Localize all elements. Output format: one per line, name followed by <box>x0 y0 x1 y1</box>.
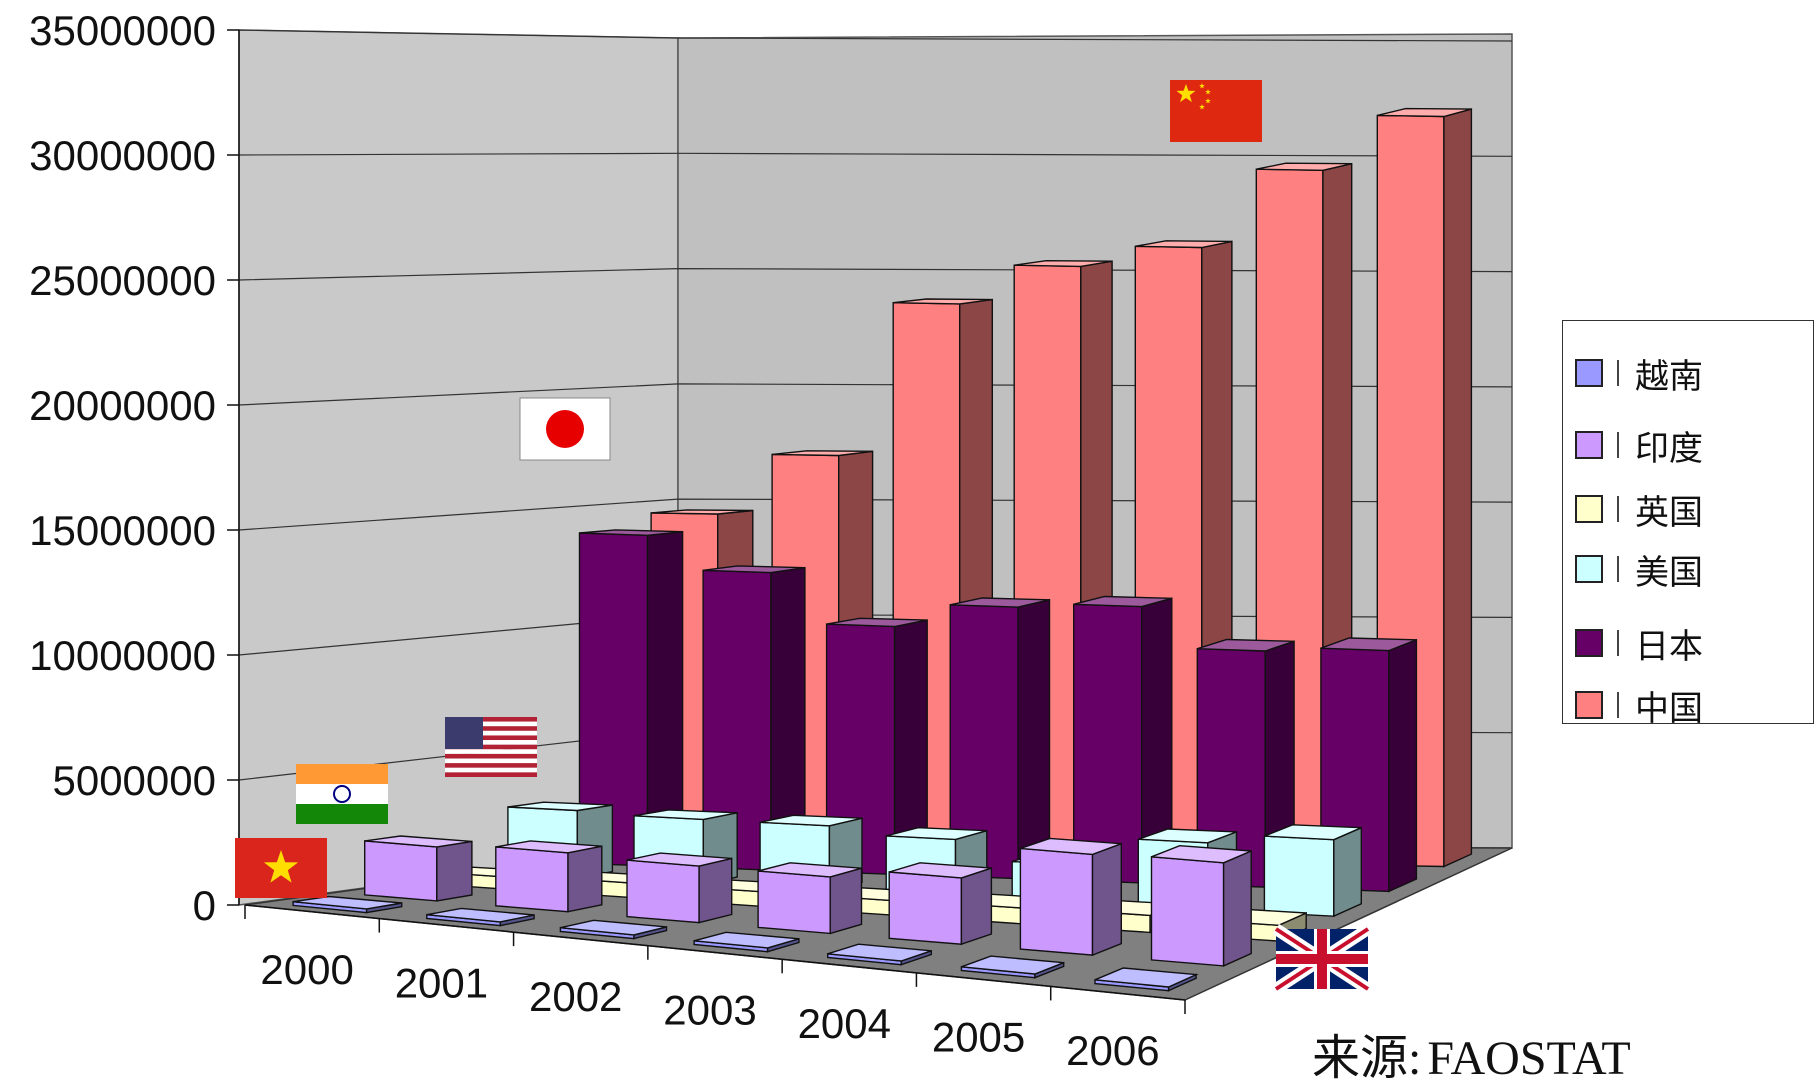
gridline <box>238 29 1513 42</box>
y-axis: 35000000 30000000 25000000 20000000 15000000… <box>29 7 240 929</box>
legend-item-vietnam: 越南 <box>1575 353 1703 397</box>
legend-item-japan: 日本 <box>1575 623 1703 667</box>
y-tick-label: 25000000 <box>29 257 216 304</box>
usa-flag <box>445 717 537 777</box>
legend-item-india: 印度 <box>1575 425 1703 469</box>
vietnam-flag <box>235 838 327 898</box>
bar-india-2004 <box>888 862 993 946</box>
bar-vietnam-2004 <box>827 943 932 966</box>
y-tick-label: 35000000 <box>29 7 216 54</box>
y-tick-label: 30000000 <box>29 132 216 179</box>
x-tick-label: 2003 <box>663 987 756 1034</box>
legend-label: 日本 <box>1635 626 1703 667</box>
bar-vietnam-2002 <box>559 919 668 940</box>
legend-item-china: 中国 <box>1575 685 1703 729</box>
bar-india-2003 <box>757 862 863 935</box>
india-flag <box>296 764 388 824</box>
japan-flag <box>519 397 611 461</box>
legend-label: 美国 <box>1635 552 1703 593</box>
bar-vietnam-2000 <box>292 895 403 914</box>
gridline <box>238 383 1513 406</box>
bar-india-2000 <box>364 835 473 902</box>
legend-label: 中国 <box>1635 688 1703 729</box>
bar-vietnam-2005 <box>960 955 1065 979</box>
gridline <box>238 267 1513 281</box>
legend-swatch <box>1575 691 1603 719</box>
legend-swatch <box>1575 359 1603 387</box>
legend-swatch <box>1575 431 1603 459</box>
bar-japan-2000 <box>578 529 684 867</box>
legend-swatch <box>1575 495 1603 523</box>
x-tick-label: 2006 <box>1066 1027 1159 1068</box>
source-value: FAOSTAT <box>1427 1032 1631 1085</box>
legend-label: 印度 <box>1635 428 1703 469</box>
legend-item-usa: 美国 <box>1575 549 1703 593</box>
y-tick-label: 0 <box>193 882 216 929</box>
bar-japan-2001 <box>702 565 806 871</box>
bar-india-2002 <box>626 852 733 924</box>
legend-swatch <box>1575 629 1603 657</box>
gridline <box>238 498 1513 531</box>
x-tick-label: 2002 <box>529 973 622 1020</box>
bar-india-2001 <box>495 840 603 913</box>
x-tick-label: 2004 <box>798 1000 891 1047</box>
source-caption: 来源: FAOSTAT <box>1312 1032 1631 1085</box>
x-tick-label: 2005 <box>932 1014 1025 1061</box>
legend: 越南 印度 英国 美国 日本 中国 <box>1562 320 1814 729</box>
y-tick-label: 10000000 <box>29 632 216 679</box>
bar-vietnam-2006 <box>1094 967 1199 992</box>
y-tick-label: 5000000 <box>52 757 216 804</box>
legend-swatch <box>1575 555 1603 583</box>
flags <box>235 80 1372 995</box>
bar-japan-2002 <box>825 617 928 876</box>
bar-japan-2003 <box>949 597 1051 880</box>
bar-vietnam-2003 <box>693 931 800 953</box>
bar-india-2006 <box>1150 844 1252 967</box>
x-tick-label: 2000 <box>260 946 353 993</box>
bar-japan-2005 <box>1196 638 1295 889</box>
uk-flag <box>1272 923 1372 995</box>
bar-usa-2006 <box>1263 824 1363 918</box>
bar-vietnam-2001 <box>426 907 535 927</box>
china-flag <box>1170 80 1262 142</box>
y-tick-label: 20000000 <box>29 382 216 429</box>
source-label: 来源 <box>1312 1032 1409 1085</box>
legend-label: 越南 <box>1635 356 1703 397</box>
x-axis: 2000 2001 2002 2003 2004 2005 2006 <box>244 904 1186 1068</box>
bar-india-2005 <box>1019 837 1123 957</box>
bars <box>292 107 1473 992</box>
legend-label: 英国 <box>1635 492 1703 533</box>
gridline <box>238 152 1513 157</box>
legend-item-uk: 英国 <box>1575 489 1703 533</box>
y-tick-label: 15000000 <box>29 507 216 554</box>
x-tick-label: 2001 <box>395 959 488 1006</box>
